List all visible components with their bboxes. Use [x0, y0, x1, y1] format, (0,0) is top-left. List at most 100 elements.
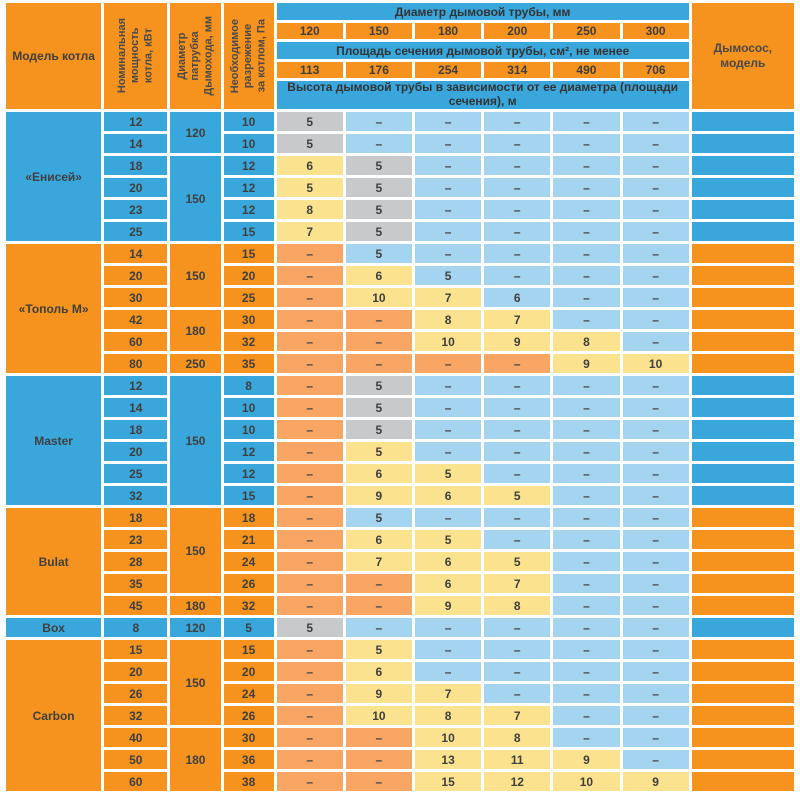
- power-cell: 14: [104, 398, 168, 417]
- height-cell: –: [484, 376, 551, 395]
- table-row: 32 15–9 6 5– –: [6, 486, 794, 505]
- height-cell: –: [553, 486, 620, 505]
- area-col-113: 113: [276, 62, 343, 78]
- height-cell: –: [553, 134, 620, 153]
- draft-cell: 24: [223, 552, 274, 571]
- height-cell: –: [622, 376, 689, 395]
- height-cell: –: [276, 750, 343, 769]
- height-cell: 8: [484, 728, 551, 747]
- table-row: 30 25–10 7 6– –: [6, 288, 794, 307]
- height-cell: –: [622, 640, 689, 659]
- draft-cell: 20: [223, 662, 274, 681]
- draft-cell: 15: [223, 244, 274, 263]
- height-cell: 5: [345, 508, 412, 527]
- height-cell: 10: [414, 332, 482, 351]
- power-cell: 8: [104, 618, 168, 637]
- height-cell: –: [484, 618, 551, 637]
- height-cell: –: [276, 398, 343, 417]
- draft-cell: 20: [223, 266, 274, 285]
- height-cell: 7: [345, 552, 412, 571]
- height-cell: –: [622, 684, 689, 703]
- power-cell: 14: [104, 134, 168, 153]
- table-row: «Енисей» 12 120 10 5– – – – –: [6, 112, 794, 241]
- header-power: Номинальная мощность котла, кВт: [104, 3, 168, 109]
- height-cell: 9: [345, 486, 412, 505]
- height-cell: –: [276, 772, 343, 791]
- height-cell: 10: [345, 706, 412, 725]
- height-cell: –: [345, 134, 412, 153]
- height-cell: –: [553, 244, 620, 263]
- header-fan: Дымосос, модель: [691, 3, 794, 109]
- height-cell: –: [553, 310, 620, 329]
- fan-model-cell: [691, 420, 794, 439]
- height-cell: 5: [345, 640, 412, 659]
- height-cell: –: [345, 618, 412, 637]
- area-col-314: 314: [484, 62, 551, 78]
- height-cell: 9: [553, 354, 620, 373]
- height-cell: 11: [484, 750, 551, 769]
- height-cell: 6: [414, 552, 482, 571]
- table-row: 18 150 12 6 5– – – –: [6, 156, 794, 241]
- height-cell: 8: [414, 310, 482, 329]
- draft-cell: 35: [223, 354, 274, 373]
- height-cell: 8: [553, 332, 620, 351]
- power-cell: 80: [104, 354, 168, 373]
- height-cell: –: [484, 398, 551, 417]
- table-row: 28 24–7 6 5– –: [6, 552, 794, 571]
- power-cell: 20: [104, 178, 168, 197]
- height-cell: –: [276, 332, 343, 351]
- diameter-col-120: 120: [276, 23, 343, 39]
- model-name-cell: «Енисей»: [6, 112, 102, 241]
- height-cell: –: [622, 156, 689, 175]
- height-cell: 8: [484, 596, 551, 615]
- draft-cell: 32: [223, 332, 274, 351]
- fan-model-cell: [691, 288, 794, 307]
- table-row: 25 15 7 5– – – –: [6, 222, 794, 241]
- height-cell: –: [276, 376, 343, 395]
- table-row: 80 250 35– – – –9 10: [6, 354, 794, 373]
- fan-model-cell: [691, 706, 794, 725]
- pipe-diameter-cell: 250: [170, 354, 221, 373]
- power-cell: 18: [104, 156, 168, 175]
- height-cell: –: [484, 112, 551, 131]
- table-row: 40 180 30– –10 8– –: [6, 728, 794, 791]
- draft-cell: 38: [223, 772, 274, 791]
- pipe-diameter-cell: 120: [170, 112, 221, 153]
- height-cell: –: [622, 288, 689, 307]
- draft-cell: 18: [223, 508, 274, 527]
- height-cell: –: [622, 618, 689, 637]
- header-power-label: Номинальная мощность котла, кВт: [116, 18, 155, 94]
- height-cell: –: [622, 706, 689, 725]
- table-row: 35 26– –6 7– –: [6, 574, 794, 593]
- height-cell: –: [276, 266, 343, 285]
- draft-cell: 12: [223, 200, 274, 219]
- table-row: Master 12 150 8–5– – – –: [6, 376, 794, 505]
- model-name-cell: Bulat: [6, 508, 102, 615]
- diameter-col-180: 180: [414, 23, 482, 39]
- height-cell: –: [276, 530, 343, 549]
- fan-model-cell: [691, 486, 794, 505]
- height-cell: –: [276, 552, 343, 571]
- header-pipe: Диаметр патрубка Дымохода, мм: [170, 3, 221, 109]
- height-cell: –: [414, 200, 482, 219]
- fan-model-cell: [691, 310, 794, 329]
- diameter-col-150: 150: [345, 23, 412, 39]
- height-cell: 5: [345, 200, 412, 219]
- height-cell: 9: [484, 332, 551, 351]
- draft-cell: 15: [223, 640, 274, 659]
- fan-model-cell: [691, 244, 794, 263]
- fan-model-cell: [691, 530, 794, 549]
- height-cell: –: [484, 156, 551, 175]
- height-cell: –: [553, 662, 620, 681]
- table-row: 14 10 5– – – – –: [6, 134, 794, 153]
- table-row: 26 24–9 7– – –: [6, 684, 794, 703]
- height-cell: –: [484, 508, 551, 527]
- fan-model-cell: [691, 728, 794, 747]
- draft-cell: 10: [223, 420, 274, 439]
- fan-model-cell: [691, 156, 794, 175]
- height-cell: –: [622, 552, 689, 571]
- height-cell: 5: [345, 222, 412, 241]
- power-cell: 20: [104, 442, 168, 461]
- height-cell: –: [484, 178, 551, 197]
- height-cell: 6: [345, 464, 412, 483]
